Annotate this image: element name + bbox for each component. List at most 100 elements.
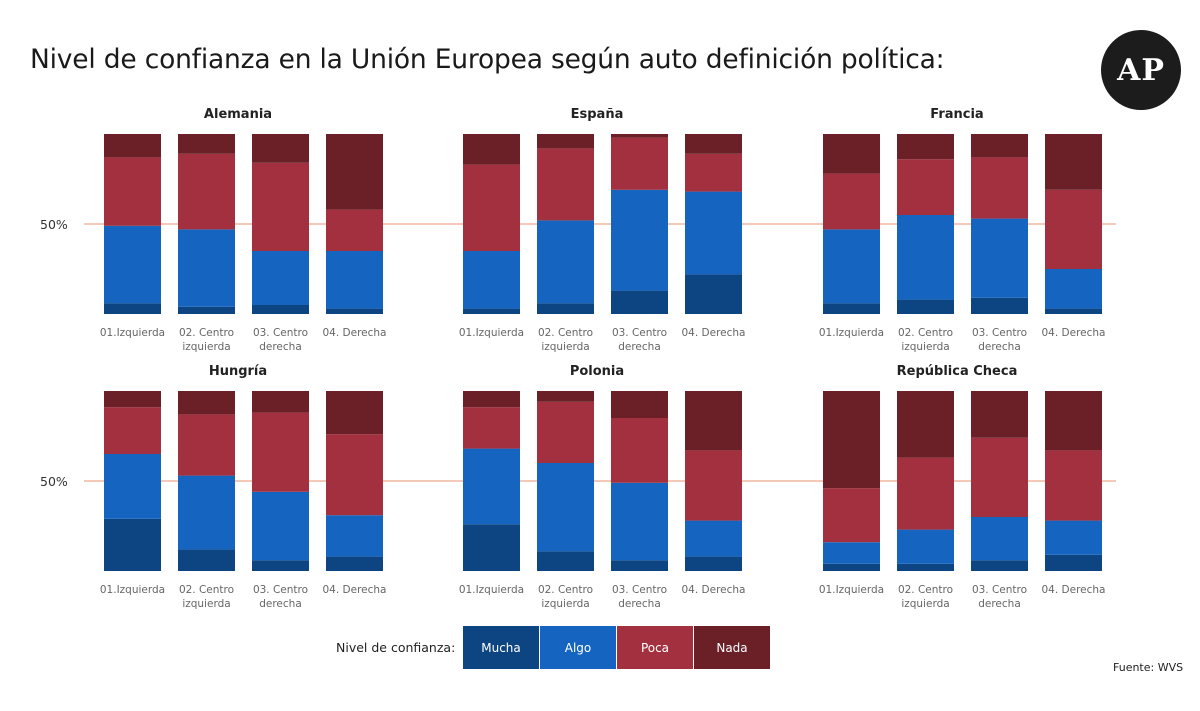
- bar-segment-algo: [104, 454, 161, 519]
- legend-item-mucha: Mucha: [463, 626, 539, 669]
- bar-segment-nada: [823, 134, 880, 174]
- legend-label: Nivel de confianza:: [336, 640, 456, 655]
- bar-segment-poca: [971, 157, 1028, 219]
- legend-item-algo: Algo: [540, 626, 616, 669]
- bar-segment-algo: [971, 218, 1028, 298]
- bar-segment-algo: [611, 482, 668, 561]
- bar-segment-mucha: [897, 299, 954, 314]
- bar-segment-poca: [685, 450, 742, 521]
- bar-segment-poca: [611, 137, 668, 190]
- category-label: 01.Izquierda: [100, 584, 165, 596]
- category-label: 04. Derecha: [682, 327, 746, 339]
- bar-segment-poca: [178, 414, 235, 476]
- bar-segment-nada: [252, 391, 309, 413]
- bar-segment-nada: [1045, 391, 1102, 451]
- bar-segment-nada: [537, 134, 594, 149]
- bar-segment-mucha: [897, 563, 954, 571]
- bar-segment-mucha: [104, 303, 161, 314]
- bar-segment-nada: [326, 391, 383, 435]
- page-title: Nivel de confianza en la Unión Europea s…: [30, 44, 945, 75]
- panel-title: Hungría: [209, 364, 267, 379]
- bar-segment-algo: [326, 251, 383, 309]
- bar-segment-mucha: [685, 556, 742, 571]
- bar-segment-algo: [537, 463, 594, 552]
- panel-title: Francia: [930, 107, 983, 122]
- bar-segment-poca: [1045, 189, 1102, 269]
- panel-title: Polonia: [570, 364, 624, 379]
- bar-segment-poca: [823, 488, 880, 543]
- ap-logo: AP: [1101, 30, 1181, 110]
- legend-item-poca: Poca: [617, 626, 693, 669]
- bar-segment-mucha: [823, 563, 880, 571]
- reference-label: 50%: [40, 474, 68, 489]
- bar-segment-nada: [971, 391, 1028, 438]
- bar-segment-poca: [823, 173, 880, 230]
- bar-segment-mucha: [611, 560, 668, 571]
- bar-segment-nada: [178, 134, 235, 154]
- bar-segment-poca: [685, 153, 742, 192]
- category-label: 04. Derecha: [323, 584, 387, 596]
- bar-segment-poca: [897, 159, 954, 215]
- reference-label: 50%: [40, 217, 68, 232]
- bar-segment-algo: [897, 529, 954, 564]
- category-label: 04. Derecha: [1042, 327, 1106, 339]
- panel-title: España: [571, 107, 624, 122]
- bar-segment-nada: [252, 134, 309, 163]
- bar-segment-algo: [537, 220, 594, 304]
- bar-segment-mucha: [1045, 308, 1102, 314]
- bar-segment-nada: [326, 134, 383, 210]
- bar-segment-mucha: [1045, 554, 1102, 571]
- bar-segment-nada: [178, 391, 235, 415]
- bar-segment-mucha: [685, 274, 742, 314]
- bar-segment-algo: [897, 215, 954, 300]
- category-label: 02. Centro izquierda: [538, 584, 593, 610]
- bar-segment-algo: [611, 189, 668, 291]
- bar-segment-nada: [104, 391, 161, 408]
- bar-segment-nada: [611, 134, 668, 138]
- bar-segment-poca: [537, 148, 594, 221]
- bar-segment-algo: [252, 251, 309, 305]
- bar-segment-poca: [537, 401, 594, 463]
- category-label: 02. Centro izquierda: [898, 584, 953, 610]
- bar-segment-nada: [971, 134, 1028, 158]
- bar-segment-poca: [104, 157, 161, 226]
- bar-segment-algo: [178, 475, 235, 550]
- category-label: 01.Izquierda: [459, 584, 524, 596]
- bar-segment-mucha: [252, 560, 309, 571]
- bar-segment-mucha: [463, 524, 520, 571]
- bar-segment-poca: [611, 418, 668, 483]
- category-label: 02. Centro izquierda: [538, 327, 593, 353]
- bar-segment-poca: [104, 407, 161, 454]
- bar-segment-mucha: [178, 306, 235, 314]
- bar-segment-algo: [1045, 269, 1102, 309]
- bar-segment-mucha: [326, 556, 383, 571]
- bar-segment-poca: [1045, 450, 1102, 521]
- bar-segment-mucha: [537, 303, 594, 314]
- bar-segment-algo: [326, 515, 383, 557]
- bar-segment-algo: [685, 520, 742, 557]
- bar-segment-algo: [463, 448, 520, 525]
- bar-segment-mucha: [463, 308, 520, 314]
- legend: Mucha Algo Poca Nada: [463, 626, 771, 669]
- category-label: 03. Centro derecha: [612, 327, 667, 353]
- bar-segment-mucha: [104, 518, 161, 571]
- legend-item-nada: Nada: [694, 626, 770, 669]
- category-label: 03. Centro derecha: [612, 584, 667, 610]
- bar-segment-nada: [1045, 134, 1102, 190]
- bar-segment-mucha: [178, 549, 235, 571]
- bar-segment-mucha: [823, 303, 880, 314]
- bar-segment-mucha: [611, 290, 668, 314]
- bar-segment-nada: [685, 391, 742, 451]
- panel-title: Alemania: [204, 107, 272, 122]
- bar-segment-algo: [823, 542, 880, 564]
- bar-segment-mucha: [252, 305, 309, 314]
- bar-segment-nada: [104, 134, 161, 158]
- bar-segment-algo: [685, 191, 742, 275]
- category-label: 03. Centro derecha: [972, 584, 1027, 610]
- category-label: 02. Centro izquierda: [898, 327, 953, 353]
- category-label: 01.Izquierda: [819, 584, 884, 596]
- bar-segment-nada: [897, 134, 954, 160]
- panel-title: República Checa: [897, 364, 1018, 379]
- bar-segment-poca: [252, 412, 309, 492]
